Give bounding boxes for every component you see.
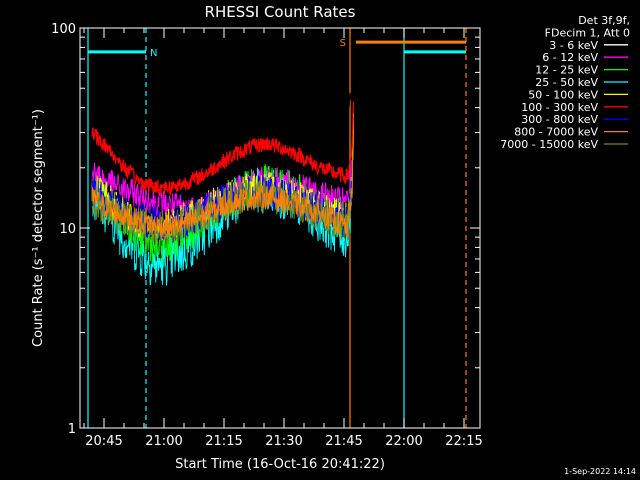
legend-label: 6 - 12 keV — [542, 51, 598, 64]
y-tick-label: 10 — [59, 222, 76, 237]
series-line-7 — [91, 129, 355, 239]
annotation-s: S — [340, 38, 346, 49]
plot-area: NS — [87, 28, 467, 428]
x-tick-label: 21:30 — [265, 434, 302, 449]
x-tick-label: 22:00 — [385, 434, 422, 449]
x-tick-label: 21:45 — [325, 434, 362, 449]
legend-label: 800 - 7000 keV — [514, 126, 598, 139]
footer-timestamp: 1-Sep-2022 14:14 — [564, 467, 636, 476]
x-tick-label: 20:45 — [85, 434, 122, 449]
series-line-5 — [91, 101, 355, 196]
x-tick-label: 21:00 — [145, 434, 182, 449]
series-line-0 — [91, 53, 355, 131]
legend-header: Det 3f,9f, — [578, 14, 630, 27]
chart-title: RHESSI Count Rates — [205, 3, 356, 21]
legend-label: 50 - 100 keV — [528, 88, 598, 101]
legend-label: 12 - 25 keV — [535, 64, 598, 77]
legend-header: FDecim 1, Att 0 — [545, 26, 630, 39]
legend-label: 300 - 800 keV — [521, 113, 598, 126]
y-tick-label: 1 — [68, 422, 76, 437]
legend-label: 100 - 300 keV — [521, 101, 598, 114]
annotation-n: N — [150, 48, 157, 59]
legend-label: 7000 - 15000 keV — [500, 138, 598, 151]
x-tick-label: 22:15 — [445, 434, 482, 449]
y-tick-label: 100 — [51, 22, 76, 37]
legend-label: 25 - 50 keV — [535, 76, 598, 89]
axes: 1 10 100 20:45 21:00 21:15 21:30 21:45 22:00 22:1… — [51, 22, 483, 449]
legend-label: 3 - 6 keV — [549, 39, 598, 52]
x-axis-label: Start Time (16-Oct-16 20:41:22) — [175, 457, 385, 472]
x-tick-label: 21:15 — [205, 434, 242, 449]
y-axis-label: Count Rate (s⁻¹ detector segment⁻¹) — [31, 109, 46, 347]
